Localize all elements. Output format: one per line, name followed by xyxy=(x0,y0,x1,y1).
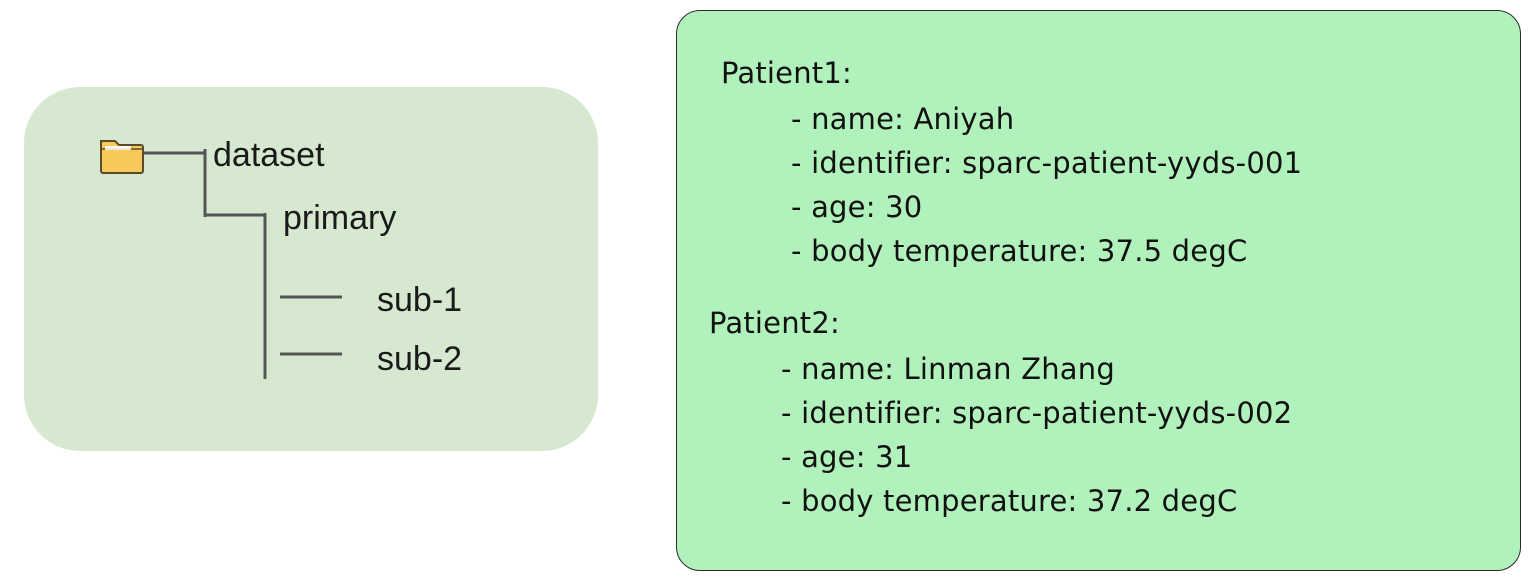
patient2-body-temperature: - body temperature: 37.2 degC xyxy=(781,484,1238,518)
tree-connectors xyxy=(144,149,342,379)
patient1-identifier: - identifier: sparc-patient-yyds-001 xyxy=(791,146,1303,180)
patient2-heading: Patient2: xyxy=(709,306,840,340)
folder-icon xyxy=(100,140,144,174)
patient1-name: - name: Aniyah xyxy=(791,102,1015,136)
tree-leaf-sub-1: sub-1 xyxy=(377,281,463,319)
patient2-identifier: - identifier: sparc-patient-yyds-002 xyxy=(781,396,1293,430)
tree-leaf-sub-2: sub-2 xyxy=(377,340,463,378)
patient1-age: - age: 30 xyxy=(791,190,923,224)
tree-root-label: dataset xyxy=(213,136,325,174)
patient2-age: - age: 31 xyxy=(781,440,913,474)
tree-primary-label: primary xyxy=(283,199,397,237)
folder-tree-panel: dataset primary sub-1 sub-2 xyxy=(24,87,598,451)
patient2-name: - name: Linman Zhang xyxy=(781,352,1115,386)
patient1-body-temperature: - body temperature: 37.5 degC xyxy=(791,234,1248,268)
patient1-heading: Patient1: xyxy=(721,56,852,90)
patient-info-panel: Patient1: - name: Aniyah - identifier: s… xyxy=(676,10,1521,571)
